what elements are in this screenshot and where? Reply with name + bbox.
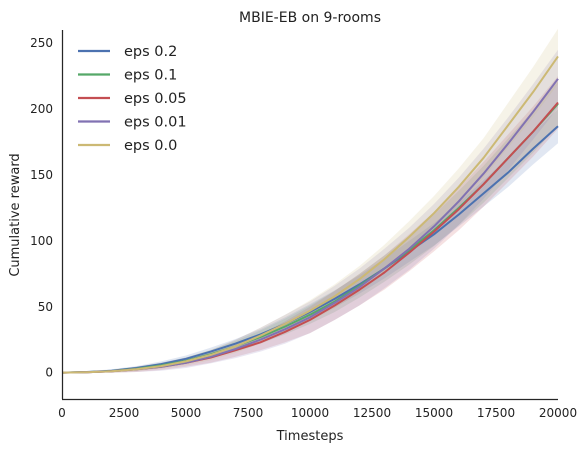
y-tick-label-2: 100 [30, 234, 53, 248]
y-tick-label-4: 200 [30, 102, 53, 116]
y-tick-labels: 0 50 100 150 200 250 [30, 36, 53, 379]
series-band-3 [62, 49, 558, 373]
legend-label-4: eps 0.0 [124, 138, 177, 154]
y-axis-label: Cumulative reward [8, 153, 23, 276]
x-axis-label: Timesteps [276, 429, 344, 444]
legend-label-3: eps 0.01 [124, 115, 187, 131]
legend-label-0: eps 0.2 [124, 44, 177, 60]
legend-label-1: eps 0.1 [124, 68, 177, 84]
x-tick-labels: 0 2500 5000 7500 10000 12500 15000 17500 20000 [58, 406, 577, 420]
x-tick-label-4: 10000 [291, 406, 329, 420]
y-tick-label-5: 250 [30, 36, 53, 50]
x-tick-label-8: 20000 [539, 406, 577, 420]
x-tick-label-6: 15000 [415, 406, 453, 420]
legend: eps 0.2 eps 0.1 eps 0.05 eps 0.01 eps 0.0 [78, 44, 187, 154]
x-tick-label-1: 2500 [109, 406, 140, 420]
y-tick-label-1: 50 [38, 300, 53, 314]
y-tick-label-3: 150 [30, 168, 53, 182]
legend-label-2: eps 0.05 [124, 91, 187, 107]
series-line-4 [61, 55, 559, 374]
x-tick-label-0: 0 [58, 406, 66, 420]
x-tick-label-5: 12500 [353, 406, 391, 420]
x-tick-label-2: 5000 [171, 406, 202, 420]
series-band-2 [62, 76, 558, 373]
y-tick-label-0: 0 [45, 366, 53, 380]
series-lines [61, 55, 559, 374]
x-tick-label-3: 7500 [233, 406, 264, 420]
x-tick-label-7: 17500 [477, 406, 515, 420]
chart-title: MBIE-EB on 9-rooms [239, 10, 381, 26]
